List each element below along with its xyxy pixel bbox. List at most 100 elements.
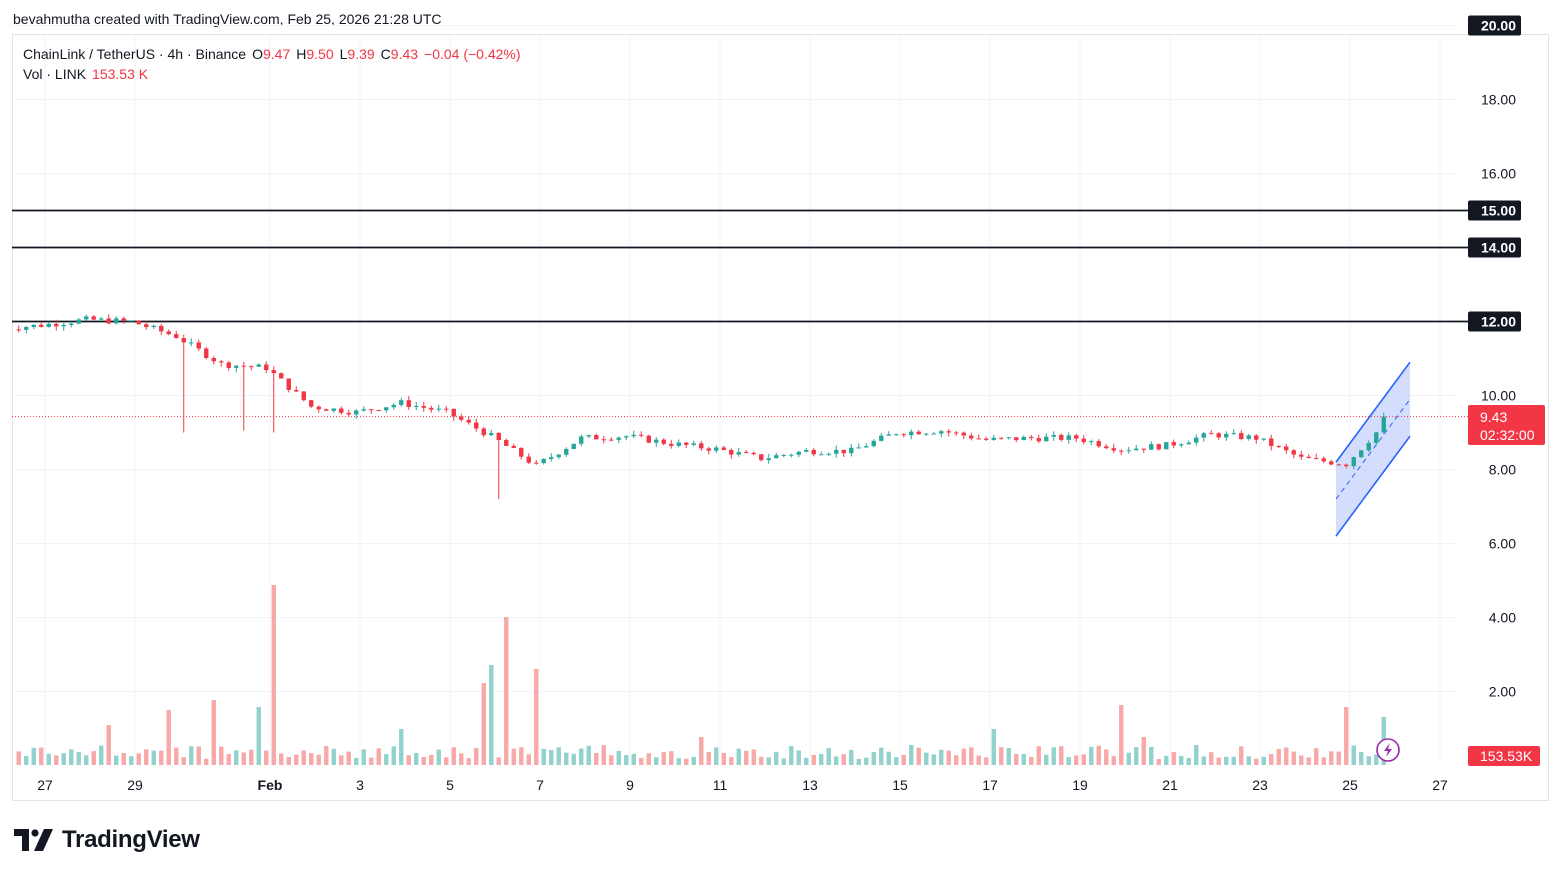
candle[interactable]: [1156, 443, 1161, 451]
candle[interactable]: [1044, 433, 1049, 442]
tradingview-brand[interactable]: TradingView: [14, 825, 200, 855]
candle[interactable]: [1021, 435, 1026, 441]
candle[interactable]: [1164, 442, 1169, 450]
candle[interactable]: [774, 452, 779, 459]
candle[interactable]: [676, 439, 681, 448]
candle[interactable]: [496, 432, 501, 500]
candle[interactable]: [534, 459, 539, 465]
candle[interactable]: [129, 319, 134, 322]
candle[interactable]: [1314, 453, 1319, 460]
candle[interactable]: [594, 433, 599, 440]
candle[interactable]: [669, 439, 674, 449]
candle[interactable]: [1329, 459, 1334, 466]
candle[interactable]: [46, 321, 51, 328]
candle[interactable]: [609, 437, 614, 442]
candle[interactable]: [1231, 429, 1236, 435]
candle[interactable]: [864, 443, 869, 448]
candle[interactable]: [699, 440, 704, 451]
candle[interactable]: [519, 447, 524, 460]
candle[interactable]: [196, 339, 201, 351]
candle[interactable]: [489, 430, 494, 436]
candle[interactable]: [684, 442, 689, 449]
candle[interactable]: [1306, 454, 1311, 459]
candle[interactable]: [91, 314, 96, 321]
candle[interactable]: [1261, 438, 1266, 442]
candle[interactable]: [961, 431, 966, 439]
candle[interactable]: [151, 324, 156, 329]
candle[interactable]: [1216, 431, 1221, 440]
candle[interactable]: [361, 406, 366, 412]
candle[interactable]: [136, 320, 141, 325]
candle[interactable]: [931, 432, 936, 435]
candle[interactable]: [1336, 463, 1341, 466]
candle[interactable]: [526, 453, 531, 465]
candle[interactable]: [144, 321, 149, 330]
candle[interactable]: [1284, 444, 1289, 454]
candle[interactable]: [714, 445, 719, 454]
candle[interactable]: [976, 434, 981, 440]
candle[interactable]: [759, 454, 764, 462]
candle[interactable]: [841, 449, 846, 457]
candle[interactable]: [796, 450, 801, 458]
candle[interactable]: [849, 443, 854, 457]
candle[interactable]: [886, 431, 891, 436]
candle[interactable]: [654, 437, 659, 447]
candle[interactable]: [954, 430, 959, 436]
candle[interactable]: [1029, 434, 1034, 441]
candle[interactable]: [504, 438, 509, 446]
candle[interactable]: [1194, 434, 1199, 446]
candle[interactable]: [174, 330, 179, 339]
candle[interactable]: [1134, 444, 1139, 451]
candle[interactable]: [819, 451, 824, 456]
candle[interactable]: [406, 396, 411, 410]
candle[interactable]: [871, 439, 876, 448]
candle[interactable]: [946, 428, 951, 437]
channel-lower-line[interactable]: [1335, 435, 1411, 537]
candle[interactable]: [459, 413, 464, 422]
candle[interactable]: [804, 447, 809, 453]
candle[interactable]: [24, 325, 29, 334]
candle[interactable]: [781, 454, 786, 458]
candle[interactable]: [376, 409, 381, 412]
candle[interactable]: [601, 436, 606, 444]
candle[interactable]: [1074, 433, 1079, 443]
candle[interactable]: [301, 391, 306, 402]
candle[interactable]: [444, 405, 449, 413]
candle[interactable]: [384, 407, 389, 413]
candle[interactable]: [1254, 434, 1259, 444]
candle[interactable]: [234, 365, 239, 373]
candle[interactable]: [1374, 431, 1379, 446]
candle[interactable]: [181, 334, 186, 433]
candle[interactable]: [646, 434, 651, 444]
symbol-line[interactable]: ChainLink / TetherUS · 4h · Binance: [23, 46, 247, 62]
candle[interactable]: [61, 322, 66, 331]
candle[interactable]: [316, 405, 321, 413]
candle[interactable]: [1171, 439, 1176, 449]
candle[interactable]: [331, 408, 336, 413]
candle[interactable]: [1344, 463, 1349, 469]
candle[interactable]: [1299, 450, 1304, 461]
candle[interactable]: [631, 430, 636, 438]
candle[interactable]: [226, 360, 231, 371]
candle[interactable]: [39, 321, 44, 328]
candle[interactable]: [1141, 448, 1146, 454]
candle[interactable]: [429, 405, 434, 413]
candle[interactable]: [1126, 447, 1131, 454]
candle[interactable]: [856, 443, 861, 449]
candle[interactable]: [106, 314, 111, 325]
candle[interactable]: [1291, 448, 1296, 459]
candle[interactable]: [1104, 444, 1109, 450]
candle[interactable]: [421, 401, 426, 412]
candle[interactable]: [271, 366, 276, 433]
candle[interactable]: [474, 418, 479, 432]
candle[interactable]: [354, 409, 359, 419]
candle[interactable]: [1186, 440, 1191, 445]
candle[interactable]: [121, 316, 126, 324]
candle[interactable]: [616, 436, 621, 444]
candle[interactable]: [391, 403, 396, 410]
candle[interactable]: [826, 452, 831, 457]
candle[interactable]: [834, 445, 839, 458]
candle[interactable]: [1096, 439, 1101, 449]
candle[interactable]: [1111, 443, 1116, 454]
